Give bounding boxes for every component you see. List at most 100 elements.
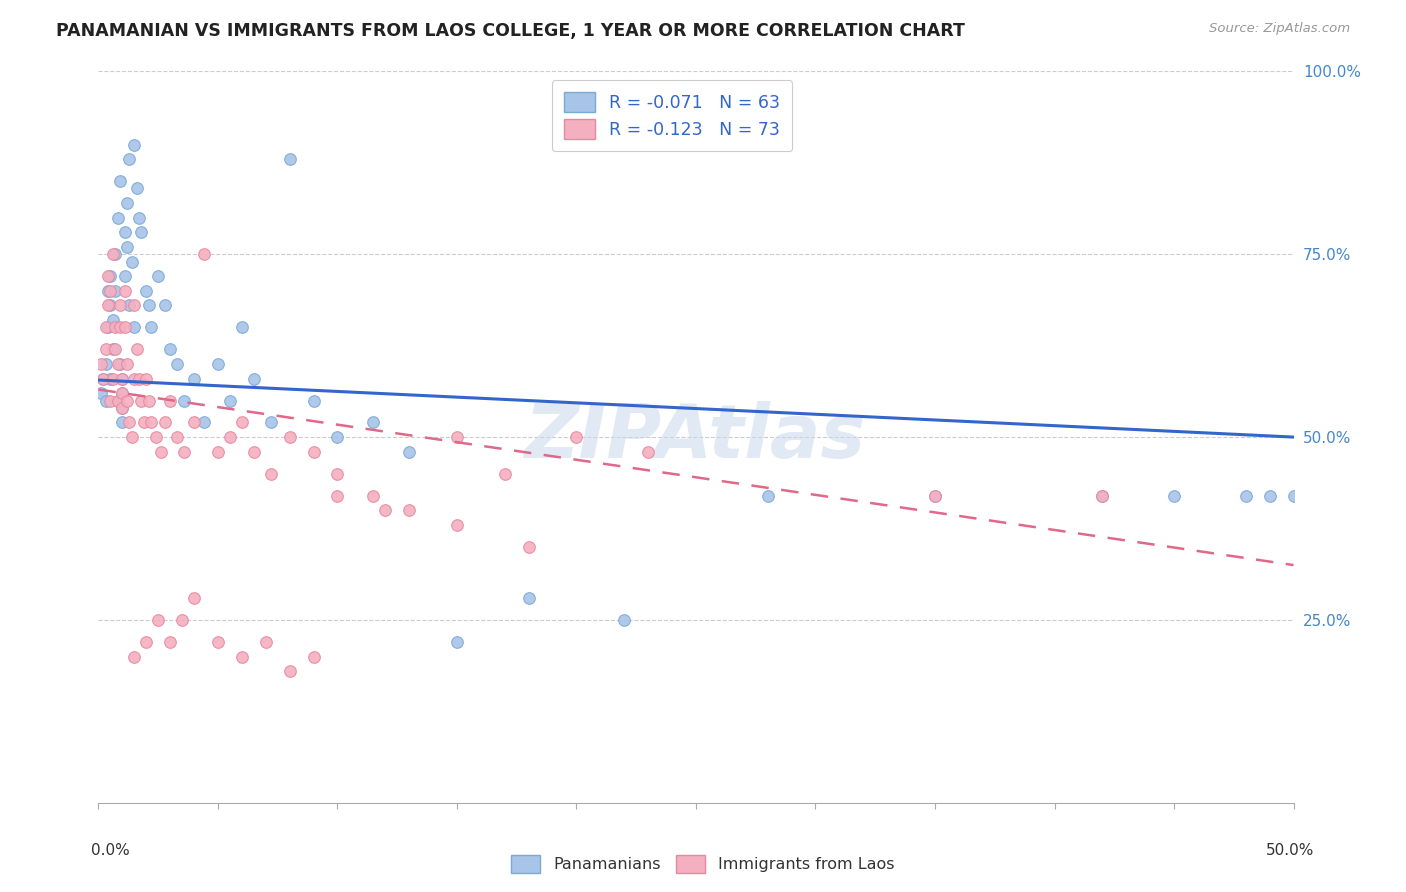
Point — [101, 371, 124, 385]
Point — [155, 416, 177, 430]
Point — [101, 313, 124, 327]
Point — [159, 343, 181, 357]
Point — [155, 298, 177, 312]
Point — [90, 357, 112, 371]
Point — [138, 393, 160, 408]
Point — [94, 320, 117, 334]
Point — [124, 298, 146, 312]
Point — [183, 416, 205, 430]
Point — [363, 416, 385, 430]
Point — [326, 467, 349, 481]
Point — [172, 613, 194, 627]
Point — [98, 284, 122, 298]
Point — [91, 371, 114, 385]
Point — [111, 386, 134, 401]
Point — [326, 430, 349, 444]
Point — [398, 444, 420, 458]
Point — [1234, 489, 1257, 503]
Point — [128, 371, 150, 385]
Point — [173, 444, 195, 458]
Point — [138, 298, 160, 312]
Point — [108, 357, 131, 371]
Point — [166, 357, 188, 371]
Point — [924, 489, 946, 503]
Point — [159, 393, 181, 408]
Point — [104, 284, 127, 298]
Point — [104, 320, 127, 334]
Point — [565, 430, 588, 444]
Point — [1091, 489, 1114, 503]
Point — [97, 269, 120, 284]
Point — [302, 444, 325, 458]
Text: 0.0%: 0.0% — [91, 843, 131, 858]
Point — [243, 444, 266, 458]
Point — [135, 371, 157, 385]
Point — [254, 635, 277, 649]
Point — [756, 489, 779, 503]
Point — [302, 649, 325, 664]
Text: Source: ZipAtlas.com: Source: ZipAtlas.com — [1209, 22, 1350, 36]
Point — [159, 635, 181, 649]
Point — [517, 540, 540, 554]
Point — [302, 393, 325, 408]
Point — [278, 664, 301, 678]
Point — [494, 467, 516, 481]
Point — [114, 320, 136, 334]
Text: 50.0%: 50.0% — [1267, 843, 1315, 858]
Text: PANAMANIAN VS IMMIGRANTS FROM LAOS COLLEGE, 1 YEAR OR MORE CORRELATION CHART: PANAMANIAN VS IMMIGRANTS FROM LAOS COLLE… — [56, 22, 965, 40]
Point — [94, 393, 117, 408]
Point — [98, 298, 122, 312]
Point — [115, 357, 138, 371]
Point — [363, 489, 385, 503]
Point — [139, 416, 162, 430]
Point — [118, 152, 141, 166]
Point — [97, 320, 120, 334]
Point — [91, 371, 114, 385]
Point — [446, 430, 468, 444]
Point — [104, 343, 127, 357]
Point — [97, 284, 120, 298]
Point — [183, 591, 205, 605]
Point — [107, 357, 129, 371]
Point — [111, 416, 134, 430]
Legend: R = -0.071   N = 63, R = -0.123   N = 73: R = -0.071 N = 63, R = -0.123 N = 73 — [551, 80, 793, 152]
Point — [108, 174, 131, 188]
Point — [139, 320, 162, 334]
Point — [149, 444, 172, 458]
Point — [924, 489, 946, 503]
Point — [132, 416, 155, 430]
Point — [207, 357, 229, 371]
Point — [115, 393, 138, 408]
Point — [98, 371, 122, 385]
Point — [131, 225, 153, 239]
Point — [101, 343, 124, 357]
Point — [1282, 489, 1305, 503]
Point — [114, 269, 136, 284]
Legend: Panamanians, Immigrants from Laos: Panamanians, Immigrants from Laos — [505, 848, 901, 880]
Point — [135, 635, 157, 649]
Point — [124, 649, 146, 664]
Point — [231, 416, 253, 430]
Point — [135, 284, 157, 298]
Point — [98, 269, 122, 284]
Point — [278, 152, 301, 166]
Point — [145, 430, 167, 444]
Point — [107, 393, 129, 408]
Point — [1258, 489, 1281, 503]
Point — [446, 517, 468, 532]
Point — [94, 343, 117, 357]
Point — [108, 298, 131, 312]
Point — [107, 211, 129, 225]
Point — [259, 416, 281, 430]
Point — [517, 591, 540, 605]
Point — [128, 211, 150, 225]
Point — [131, 393, 153, 408]
Point — [613, 613, 636, 627]
Point — [148, 613, 170, 627]
Point — [148, 269, 170, 284]
Point — [124, 320, 146, 334]
Point — [107, 393, 129, 408]
Point — [326, 489, 349, 503]
Point — [446, 635, 468, 649]
Point — [111, 386, 134, 401]
